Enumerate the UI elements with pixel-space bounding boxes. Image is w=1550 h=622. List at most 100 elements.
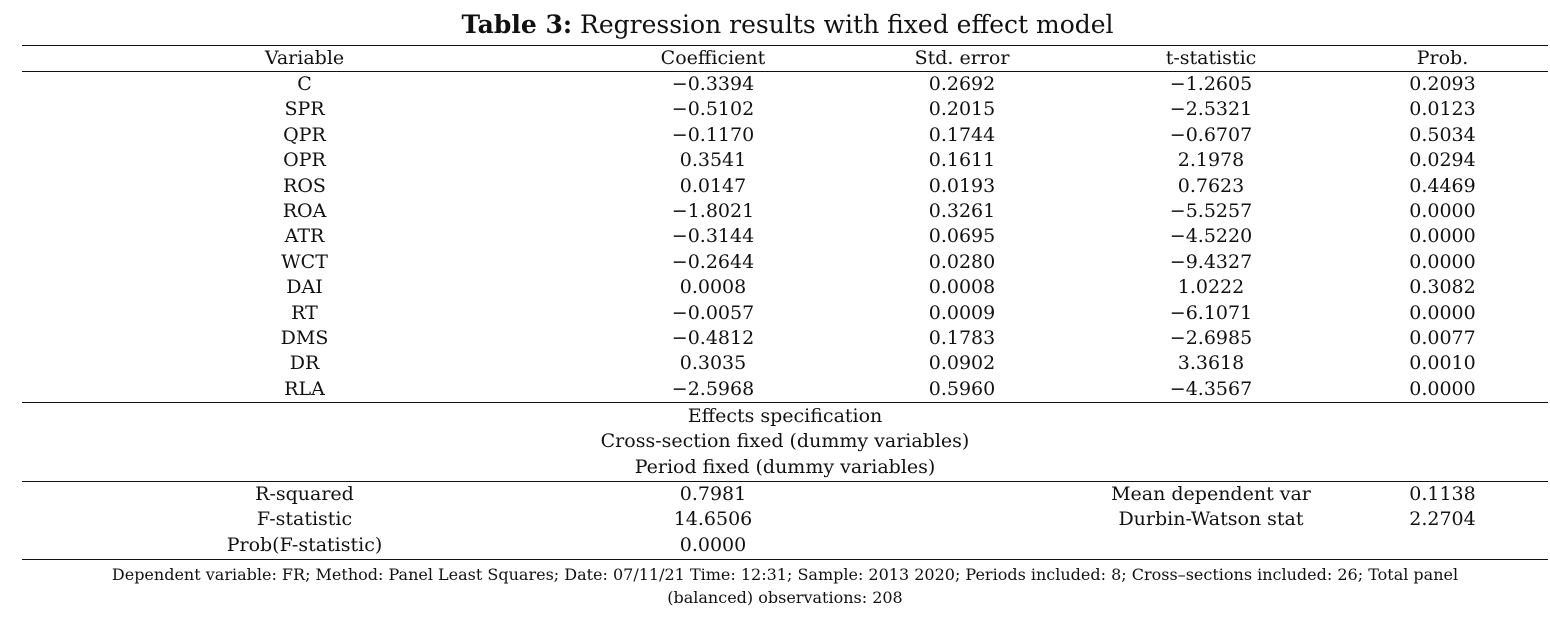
rows-cell: −5.5257 bbox=[1169, 200, 1253, 223]
rows-cell: 0.0077 bbox=[1409, 327, 1476, 350]
rows-cell: 0.0008 bbox=[928, 276, 996, 299]
table-title-label: Table 3: bbox=[461, 10, 573, 39]
rows-cell: 0.2015 bbox=[928, 98, 996, 121]
rows-cell: 0.3035 bbox=[679, 352, 747, 375]
rows-cell: 2.1978 bbox=[1177, 149, 1245, 172]
stats-cell: 0.0000 bbox=[679, 533, 747, 556]
table-footnote: Dependent variable: FR; Method: Panel Le… bbox=[111, 565, 1459, 607]
stats-top-rule bbox=[22, 481, 1548, 482]
rows-cell: −2.5968 bbox=[671, 377, 755, 400]
rows-row: SPR −0.5102 0.2015 −2.5321 0.0123 bbox=[22, 97, 1548, 122]
rows-cell: −2.5321 bbox=[1169, 98, 1253, 121]
stats-cell: 0.1138 bbox=[1409, 483, 1476, 505]
rows-cell: 0.3261 bbox=[928, 200, 996, 223]
header-coefficient: Coefficient bbox=[660, 47, 766, 69]
rows-cell: −0.2644 bbox=[671, 250, 755, 273]
rows-cell: 0.3541 bbox=[679, 149, 747, 172]
rows-cell: 0.0000 bbox=[1409, 200, 1476, 223]
rows-row: RLA −2.5968 0.5960 −4.3567 0.0000 bbox=[22, 377, 1548, 402]
rows-cell: 0.1783 bbox=[928, 327, 996, 350]
rows-cell: ROA bbox=[282, 200, 327, 223]
rows-row: ROA −1.8021 0.3261 −5.5257 0.0000 bbox=[22, 199, 1548, 224]
rows-cell: −0.5102 bbox=[671, 98, 755, 121]
stats-cell bbox=[1337, 533, 1548, 558]
effects-heading: Effects specification bbox=[687, 405, 883, 427]
rows-cell: 0.0123 bbox=[1409, 98, 1476, 121]
rows-cell: −9.4327 bbox=[1169, 250, 1253, 273]
rows-row: ROS 0.0147 0.0193 0.7623 0.4469 bbox=[22, 174, 1548, 199]
rows-cell: OPR bbox=[283, 149, 326, 172]
header-table: Variable Coefficient Std. error t-statis… bbox=[22, 46, 1548, 71]
stats-cell: 14.6506 bbox=[673, 508, 753, 531]
rows-cell: 0.0008 bbox=[679, 276, 747, 299]
rows-cell: 0.7623 bbox=[1177, 174, 1245, 197]
rows-cell: 0.0280 bbox=[928, 250, 996, 273]
header-row: Variable Coefficient Std. error t-statis… bbox=[22, 46, 1548, 71]
rows-cell: 0.1744 bbox=[928, 123, 996, 146]
rows-cell: −4.5220 bbox=[1169, 225, 1253, 248]
rows-cell: 0.2692 bbox=[928, 73, 996, 95]
stats-table: R-squared 0.7981 Mean dependent var 0.1138 F… bbox=[22, 482, 1548, 558]
rows-cell: 0.5034 bbox=[1409, 123, 1476, 146]
rows-cell: −4.3567 bbox=[1169, 377, 1253, 400]
stats-cell: Mean dependent var bbox=[1111, 483, 1311, 505]
rows-row: OPR 0.3541 0.1611 2.1978 0.0294 bbox=[22, 148, 1548, 173]
bottom-rule bbox=[22, 559, 1548, 560]
coefficients-bottom-rule bbox=[22, 402, 1548, 403]
rows-cell: 0.0000 bbox=[1409, 225, 1476, 248]
stats-row: R-squared 0.7981 Mean dependent var 0.1138 bbox=[22, 482, 1548, 507]
rows-cell: 0.0000 bbox=[1409, 250, 1476, 273]
header-rule bbox=[22, 71, 1548, 72]
effects-cross-section: Cross-section fixed (dummy variables) bbox=[600, 430, 970, 453]
rows-cell: WCT bbox=[281, 250, 328, 273]
rows-row: C −0.3394 0.2692 −1.2605 0.2093 bbox=[22, 72, 1548, 97]
rows-cell: DR bbox=[289, 352, 320, 375]
stats-cell bbox=[839, 507, 1085, 532]
rows-row: DAI 0.0008 0.0008 1.0222 0.3082 bbox=[22, 275, 1548, 300]
rows-cell: −0.1170 bbox=[671, 123, 755, 146]
stats-cell: 2.2704 bbox=[1409, 508, 1476, 531]
rows-cell: −0.6707 bbox=[1169, 123, 1253, 146]
header-variable: Variable bbox=[264, 47, 345, 69]
rows-row: DMS −0.4812 0.1783 −2.6985 0.0077 bbox=[22, 326, 1548, 351]
rows-cell: 0.0000 bbox=[1409, 377, 1476, 400]
rows-row: WCT −0.2644 0.0280 −9.4327 0.0000 bbox=[22, 250, 1548, 275]
stats-cell: Prob(F-statistic) bbox=[226, 533, 383, 556]
stats-cell: Durbin-Watson stat bbox=[1118, 508, 1304, 531]
rows-cell: 0.4469 bbox=[1409, 174, 1476, 197]
stats-row: Prob(F-statistic) 0.0000 bbox=[22, 533, 1548, 558]
rows-cell: QPR bbox=[283, 123, 326, 146]
rows-cell: 3.3618 bbox=[1177, 352, 1245, 375]
stats-row: F-statistic 14.6506 Durbin-Watson stat 2.27… bbox=[22, 507, 1548, 532]
rows-cell: SPR bbox=[284, 98, 325, 121]
rows-cell: 0.0010 bbox=[1409, 352, 1476, 375]
rows-cell: 1.0222 bbox=[1177, 276, 1245, 299]
rows-cell: −1.8021 bbox=[671, 200, 755, 223]
header-prob: Prob. bbox=[1416, 47, 1469, 69]
rows-cell: 0.3082 bbox=[1409, 276, 1476, 299]
rows-cell: −2.6985 bbox=[1169, 327, 1253, 350]
rows-cell: DMS bbox=[280, 327, 329, 350]
rows-row: ATR −0.3144 0.0695 −4.5220 0.0000 bbox=[22, 224, 1548, 249]
rows-cell: 0.2093 bbox=[1409, 73, 1476, 95]
rows-cell: −0.3394 bbox=[671, 73, 755, 95]
rows-row: DR 0.3035 0.0902 3.3618 0.0010 bbox=[22, 351, 1548, 376]
rows-cell: −0.4812 bbox=[671, 327, 755, 350]
stats-cell bbox=[839, 533, 1085, 558]
rows-cell: 0.0009 bbox=[928, 301, 996, 324]
rows-cell: 0.5960 bbox=[928, 377, 996, 400]
effects-period: Period fixed (dummy variables) bbox=[634, 455, 936, 478]
header-std-error: Std. error bbox=[914, 47, 1010, 69]
effects-specification: Effects specification Cross-section fixe… bbox=[22, 404, 1548, 480]
header-t-statistic: t-statistic bbox=[1165, 47, 1257, 69]
rows-cell: RLA bbox=[284, 377, 325, 400]
rows-row: RT −0.0057 0.0009 −6.1071 0.0000 bbox=[22, 301, 1548, 326]
coefficients-table: C −0.3394 0.2692 −1.2605 0.2093 SPR −0.5102 0.2… bbox=[22, 72, 1548, 402]
rows-cell: DAI bbox=[286, 276, 323, 299]
rows-cell: −0.0057 bbox=[671, 301, 755, 324]
top-rule bbox=[22, 45, 1548, 46]
rows-cell: 0.0193 bbox=[928, 174, 996, 197]
table-title: Table 3: Regression results with fixed e… bbox=[0, 8, 1550, 42]
stats-cell bbox=[839, 482, 1085, 507]
rows-cell: 0.0000 bbox=[1409, 301, 1476, 324]
